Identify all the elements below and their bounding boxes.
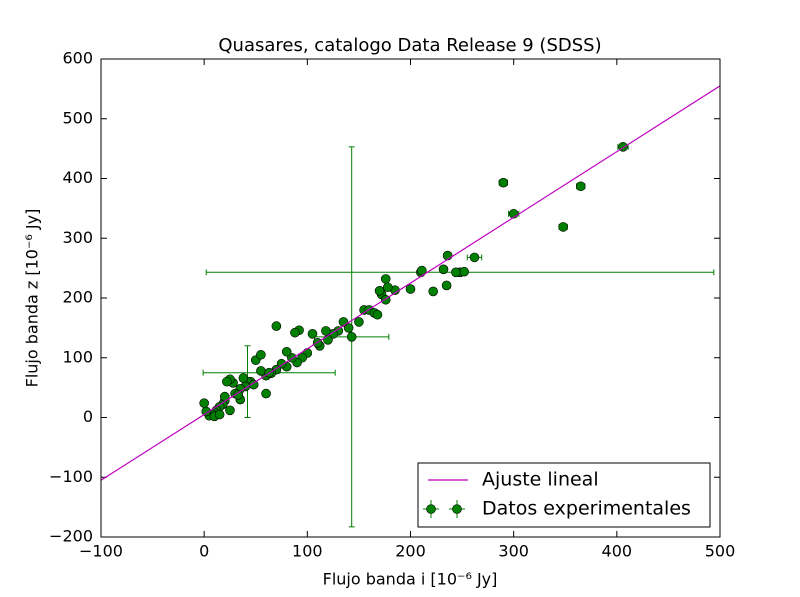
data-point	[380, 274, 391, 284]
data-point	[222, 376, 232, 387]
x-tick-label: 100	[292, 542, 323, 561]
data-point	[271, 321, 282, 331]
data-point	[441, 280, 452, 291]
y-tick-label: 100	[62, 347, 93, 366]
data-point	[214, 409, 225, 420]
y-tick-label: 600	[62, 49, 93, 68]
data-point	[225, 405, 235, 416]
data-point	[575, 181, 586, 192]
legend-box	[417, 462, 711, 528]
data-point	[346, 332, 357, 342]
x-tick-label: 300	[498, 542, 529, 561]
data-point	[451, 267, 461, 278]
y-tick-label: −200	[49, 527, 93, 546]
y-tick-label: 0	[83, 407, 93, 426]
x-axis-label: Flujo banda i [10⁻⁶ Jy]	[323, 570, 498, 589]
data-point	[428, 286, 438, 297]
chart-title: Quasares, catalogo Data Release 9 (SDSS)	[218, 35, 601, 56]
x-tick-label: 0	[199, 542, 209, 561]
x-tick-label: 500	[705, 542, 736, 561]
legend-swatch	[452, 504, 462, 514]
x-tick-label: 400	[602, 542, 633, 561]
data-point	[290, 327, 300, 338]
data-point	[261, 388, 271, 399]
y-tick-label: 200	[62, 288, 93, 307]
y-tick-label: −100	[49, 467, 93, 486]
y-tick-label: 300	[62, 228, 93, 247]
data-point	[199, 398, 209, 408]
data-point	[281, 346, 292, 357]
data-point	[405, 284, 416, 294]
data-point	[323, 335, 333, 345]
data-point	[354, 317, 364, 327]
data-point	[558, 222, 568, 232]
legend: Ajuste lineal Datos experimentales	[417, 462, 711, 528]
y-tick-label: 400	[62, 168, 93, 187]
data-point	[248, 379, 259, 390]
x-tick-label: −100	[79, 542, 123, 561]
data-point	[233, 389, 244, 400]
data-point	[338, 317, 349, 327]
x-tick-label: 200	[395, 542, 426, 561]
data-point	[256, 349, 266, 360]
data-point	[374, 286, 385, 296]
data-point	[307, 329, 318, 339]
fit-line	[101, 85, 720, 481]
data-point	[383, 282, 393, 293]
data-point	[459, 266, 469, 277]
plot-frame	[100, 58, 721, 538]
data-point	[372, 309, 383, 320]
data-point	[469, 252, 480, 263]
y-tick-label: 500	[62, 108, 93, 127]
data-point	[498, 177, 509, 188]
legend-swatch	[426, 504, 436, 514]
data-point	[238, 373, 249, 383]
data-point	[256, 366, 266, 376]
data-point	[438, 264, 449, 275]
legend-label: Ajuste lineal	[482, 469, 599, 491]
data-point	[321, 326, 331, 336]
y-axis-label: Flujo banda z [10⁻⁶ Jy]	[23, 209, 42, 388]
data-point	[417, 265, 427, 276]
legend-label: Datos experimentales	[482, 498, 691, 520]
